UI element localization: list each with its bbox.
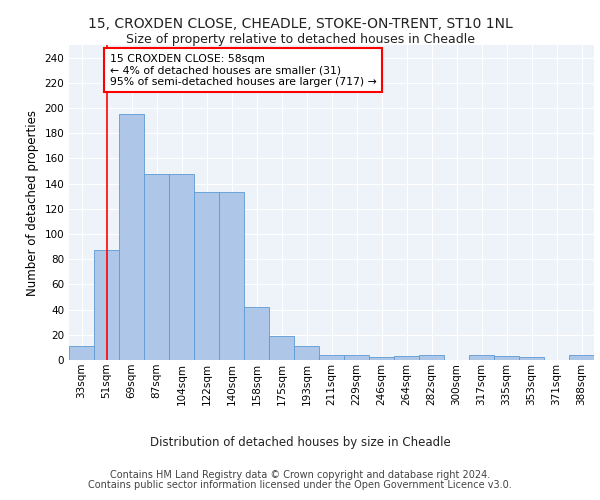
Y-axis label: Number of detached properties: Number of detached properties: [26, 110, 39, 296]
Bar: [269, 336, 294, 360]
Bar: [244, 307, 269, 360]
Text: 15 CROXDEN CLOSE: 58sqm
← 4% of detached houses are smaller (31)
95% of semi-det: 15 CROXDEN CLOSE: 58sqm ← 4% of detached…: [110, 54, 376, 87]
Bar: [569, 355, 594, 360]
Text: Distribution of detached houses by size in Cheadle: Distribution of detached houses by size …: [149, 436, 451, 449]
Text: 15, CROXDEN CLOSE, CHEADLE, STOKE-ON-TRENT, ST10 1NL: 15, CROXDEN CLOSE, CHEADLE, STOKE-ON-TRE…: [88, 18, 512, 32]
Bar: [169, 174, 194, 360]
Bar: [194, 192, 219, 360]
Text: Contains public sector information licensed under the Open Government Licence v3: Contains public sector information licen…: [88, 480, 512, 490]
Bar: [69, 346, 94, 360]
Bar: [369, 358, 394, 360]
Bar: [394, 356, 419, 360]
Bar: [294, 346, 319, 360]
Bar: [494, 356, 519, 360]
Text: Size of property relative to detached houses in Cheadle: Size of property relative to detached ho…: [125, 32, 475, 46]
Text: Contains HM Land Registry data © Crown copyright and database right 2024.: Contains HM Land Registry data © Crown c…: [110, 470, 490, 480]
Bar: [419, 355, 444, 360]
Bar: [144, 174, 169, 360]
Bar: [119, 114, 144, 360]
Bar: [469, 355, 494, 360]
Bar: [519, 358, 544, 360]
Bar: [344, 355, 369, 360]
Bar: [219, 192, 244, 360]
Bar: [319, 355, 344, 360]
Bar: [94, 250, 119, 360]
